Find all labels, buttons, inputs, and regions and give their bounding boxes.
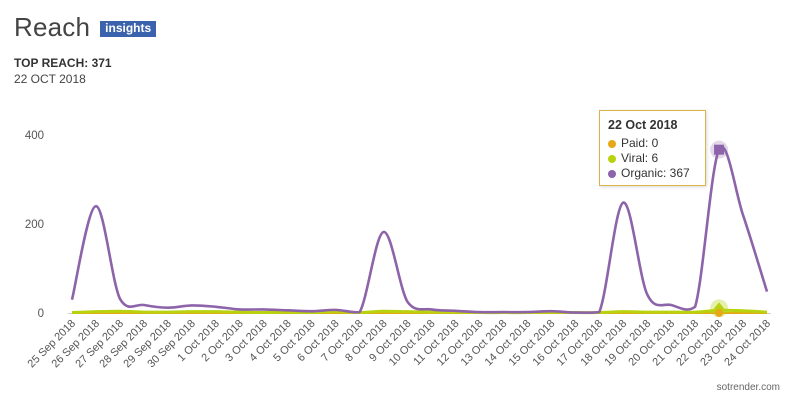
organic-legend-dot — [608, 169, 616, 178]
tooltip-organic-value: Organic: 367 — [621, 166, 690, 180]
credit-text[interactable]: sotrender.com — [716, 382, 780, 393]
top-reach-date: 22 OCT 2018 — [14, 72, 86, 86]
paid-legend-dot — [608, 139, 616, 148]
organic-hover-marker — [714, 144, 725, 155]
insights-badge[interactable]: insights — [100, 20, 157, 37]
y-tick-label: 0 — [38, 308, 44, 320]
chart-tooltip: 22 Oct 2018 Paid: 0 Viral: 6 Organic: 36… — [599, 110, 706, 186]
title-row: Reach insights — [14, 12, 157, 43]
tooltip-paid-value: Paid: 0 — [621, 136, 659, 150]
tooltip-row-paid: Paid: 0 — [608, 136, 697, 151]
paid-hover-marker — [715, 309, 724, 317]
y-tick-label: 400 — [25, 130, 44, 142]
tooltip-title: 22 Oct 2018 — [608, 118, 678, 132]
viral-series-line — [71, 308, 768, 315]
y-tick-label: 200 — [25, 219, 44, 231]
tooltip-row-organic: Organic: 367 — [608, 166, 697, 181]
top-reach-label: TOP REACH: 371 — [14, 56, 112, 70]
organic-series-line — [70, 145, 769, 315]
header: Reach insights — [14, 12, 157, 43]
viral-legend-dot — [608, 154, 616, 163]
tooltip-viral-value: Viral: 6 — [621, 151, 659, 165]
tooltip-row-viral: Viral: 6 — [608, 151, 697, 166]
page-title: Reach — [14, 12, 91, 42]
